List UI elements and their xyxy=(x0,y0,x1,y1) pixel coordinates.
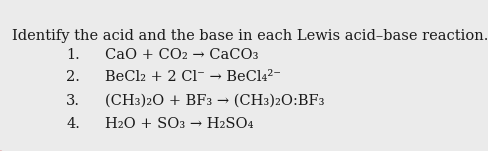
Text: CaO + CO₂ → CaCO₃: CaO + CO₂ → CaCO₃ xyxy=(0,150,1,151)
Text: CaO + CO₂ → CaCO₃: CaO + CO₂ → CaCO₃ xyxy=(104,48,258,62)
Text: Identify the acid and the base in each Lewis acid–base reaction.: Identify the acid and the base in each L… xyxy=(12,29,488,43)
Text: 1.: 1. xyxy=(66,48,80,62)
Text: Cl⁻: Cl⁻ xyxy=(0,150,1,151)
Text: (CH₃)₂O + BF₃ → (CH₃)₂O:BF₃: (CH₃)₂O + BF₃ → (CH₃)₂O:BF₃ xyxy=(104,94,324,108)
Text: 3.: 3. xyxy=(66,94,80,108)
Text: BeCl₂ + 2 Cl⁻ → BeCl₄²⁻: BeCl₂ + 2 Cl⁻ → BeCl₄²⁻ xyxy=(104,70,280,84)
Text: BeCl₂ + 2 Cl⁻ → BeCl₄²⁻: BeCl₂ + 2 Cl⁻ → BeCl₄²⁻ xyxy=(0,150,1,151)
Text: 4.: 4. xyxy=(66,117,80,131)
Text: BeCl₂ + 2: BeCl₂ + 2 xyxy=(0,150,1,151)
Text: CaO: CaO xyxy=(0,150,1,151)
Text: H₂O + SO₃ → H₂SO₄: H₂O + SO₃ → H₂SO₄ xyxy=(104,117,253,131)
Text: 2.: 2. xyxy=(66,70,80,84)
